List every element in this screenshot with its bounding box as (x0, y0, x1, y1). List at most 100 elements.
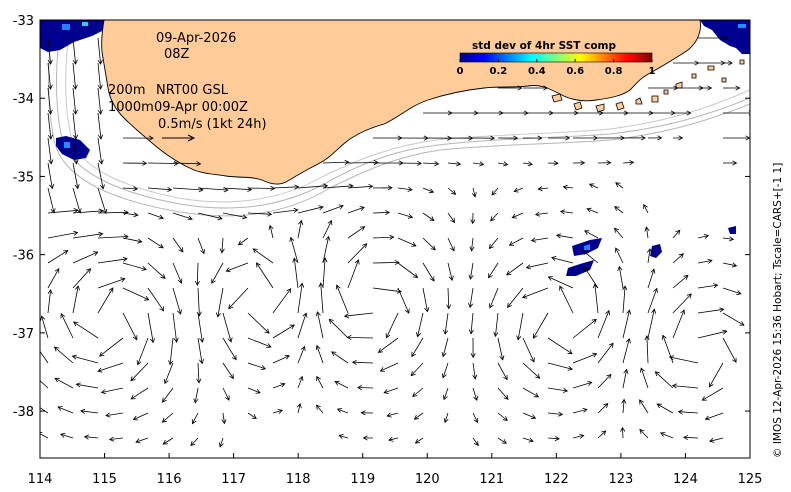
current-vector (622, 338, 631, 364)
current-vector (172, 287, 182, 315)
current-vector (147, 262, 166, 279)
current-vector (697, 283, 719, 289)
current-vector (147, 237, 164, 249)
current-vector (71, 354, 99, 364)
x-tick-label: 118 (286, 472, 311, 487)
current-vector (161, 412, 174, 423)
scale-arrow (162, 134, 196, 142)
current-vector (372, 259, 400, 266)
current-vector (422, 187, 435, 194)
current-vector (197, 212, 223, 221)
current-vector (446, 287, 452, 310)
current-vector (708, 362, 724, 388)
current-vector (521, 287, 549, 299)
current-vector (172, 312, 179, 343)
current-vector (522, 135, 543, 141)
current-vector (40, 432, 49, 439)
current-vector (72, 87, 78, 115)
current-vector (582, 250, 599, 264)
current-vector (508, 237, 524, 246)
current-vector (334, 380, 349, 389)
current-vector (620, 426, 626, 439)
current-vector (472, 412, 479, 424)
current-vector (555, 233, 574, 239)
current-vector (471, 187, 477, 198)
current-vector (47, 87, 53, 115)
current-vector (237, 237, 249, 246)
current-vector (668, 355, 699, 364)
current-vector (472, 161, 485, 167)
current-vector (272, 382, 286, 389)
current-vector (47, 162, 55, 190)
current-vector (197, 312, 205, 344)
current-vector (147, 186, 173, 192)
current-vector (697, 234, 710, 239)
current-vector (322, 159, 350, 165)
current-vector (97, 187, 108, 215)
current-vector (97, 256, 128, 264)
current-vector (47, 250, 69, 264)
current-vector (347, 243, 368, 264)
current-vector (272, 184, 300, 190)
current-vector (615, 247, 624, 264)
current-vector (97, 209, 129, 215)
current-vector (47, 230, 79, 239)
current-vector (522, 161, 533, 167)
current-vector (441, 337, 449, 358)
current-vector (522, 362, 541, 379)
current-vector (73, 321, 99, 339)
current-vector (672, 293, 692, 314)
current-vector (639, 428, 649, 439)
current-vector (647, 287, 658, 314)
current-vector (722, 262, 738, 268)
current-vector (72, 162, 80, 190)
y-tick-label: -36 (13, 249, 34, 264)
current-vector (547, 387, 569, 393)
current-vector (615, 182, 624, 189)
current-vector (219, 237, 225, 254)
current-vector (559, 209, 574, 215)
current-vector (388, 436, 399, 442)
current-vector (122, 237, 143, 244)
current-vector (697, 258, 713, 264)
current-vector (47, 208, 79, 214)
current-vectors (40, 35, 750, 448)
current-vector (322, 219, 333, 239)
current-vector (573, 135, 599, 141)
current-vector (40, 347, 49, 364)
current-vector (447, 161, 462, 167)
x-axis: 114 115 116 117 118 119 120 121 122 123 124 125 (28, 453, 762, 487)
current-vector (297, 183, 329, 189)
current-vector (168, 337, 174, 366)
current-vector (672, 253, 684, 264)
current-vector (489, 287, 499, 309)
current-vector (511, 212, 524, 219)
current-vector (218, 437, 224, 448)
current-vector (562, 184, 574, 190)
current-vector (506, 262, 524, 276)
x-tick-label: 124 (673, 472, 698, 487)
x-tick-label: 122 (544, 472, 569, 487)
current-vector (472, 437, 479, 447)
x-tick-label: 120 (415, 472, 440, 487)
current-vector (347, 160, 379, 166)
current-vector (99, 337, 124, 357)
current-vector (447, 187, 457, 195)
current-vector (722, 337, 737, 363)
colorbar-title: std dev of 4hr SST comp (472, 40, 616, 52)
y-tick-label: -33 (13, 14, 34, 29)
current-vector (54, 377, 74, 389)
current-vector (193, 387, 199, 404)
current-vector (397, 262, 419, 278)
current-vector (228, 287, 249, 310)
current-vector (147, 312, 156, 344)
current-vector (315, 311, 324, 339)
current-vector (522, 337, 535, 363)
current-vector (588, 183, 599, 189)
current-vector (190, 437, 199, 447)
current-vector (647, 135, 663, 141)
current-vector (647, 308, 657, 339)
current-vector (122, 287, 150, 301)
current-vector (172, 161, 202, 167)
current-vector (447, 262, 454, 282)
